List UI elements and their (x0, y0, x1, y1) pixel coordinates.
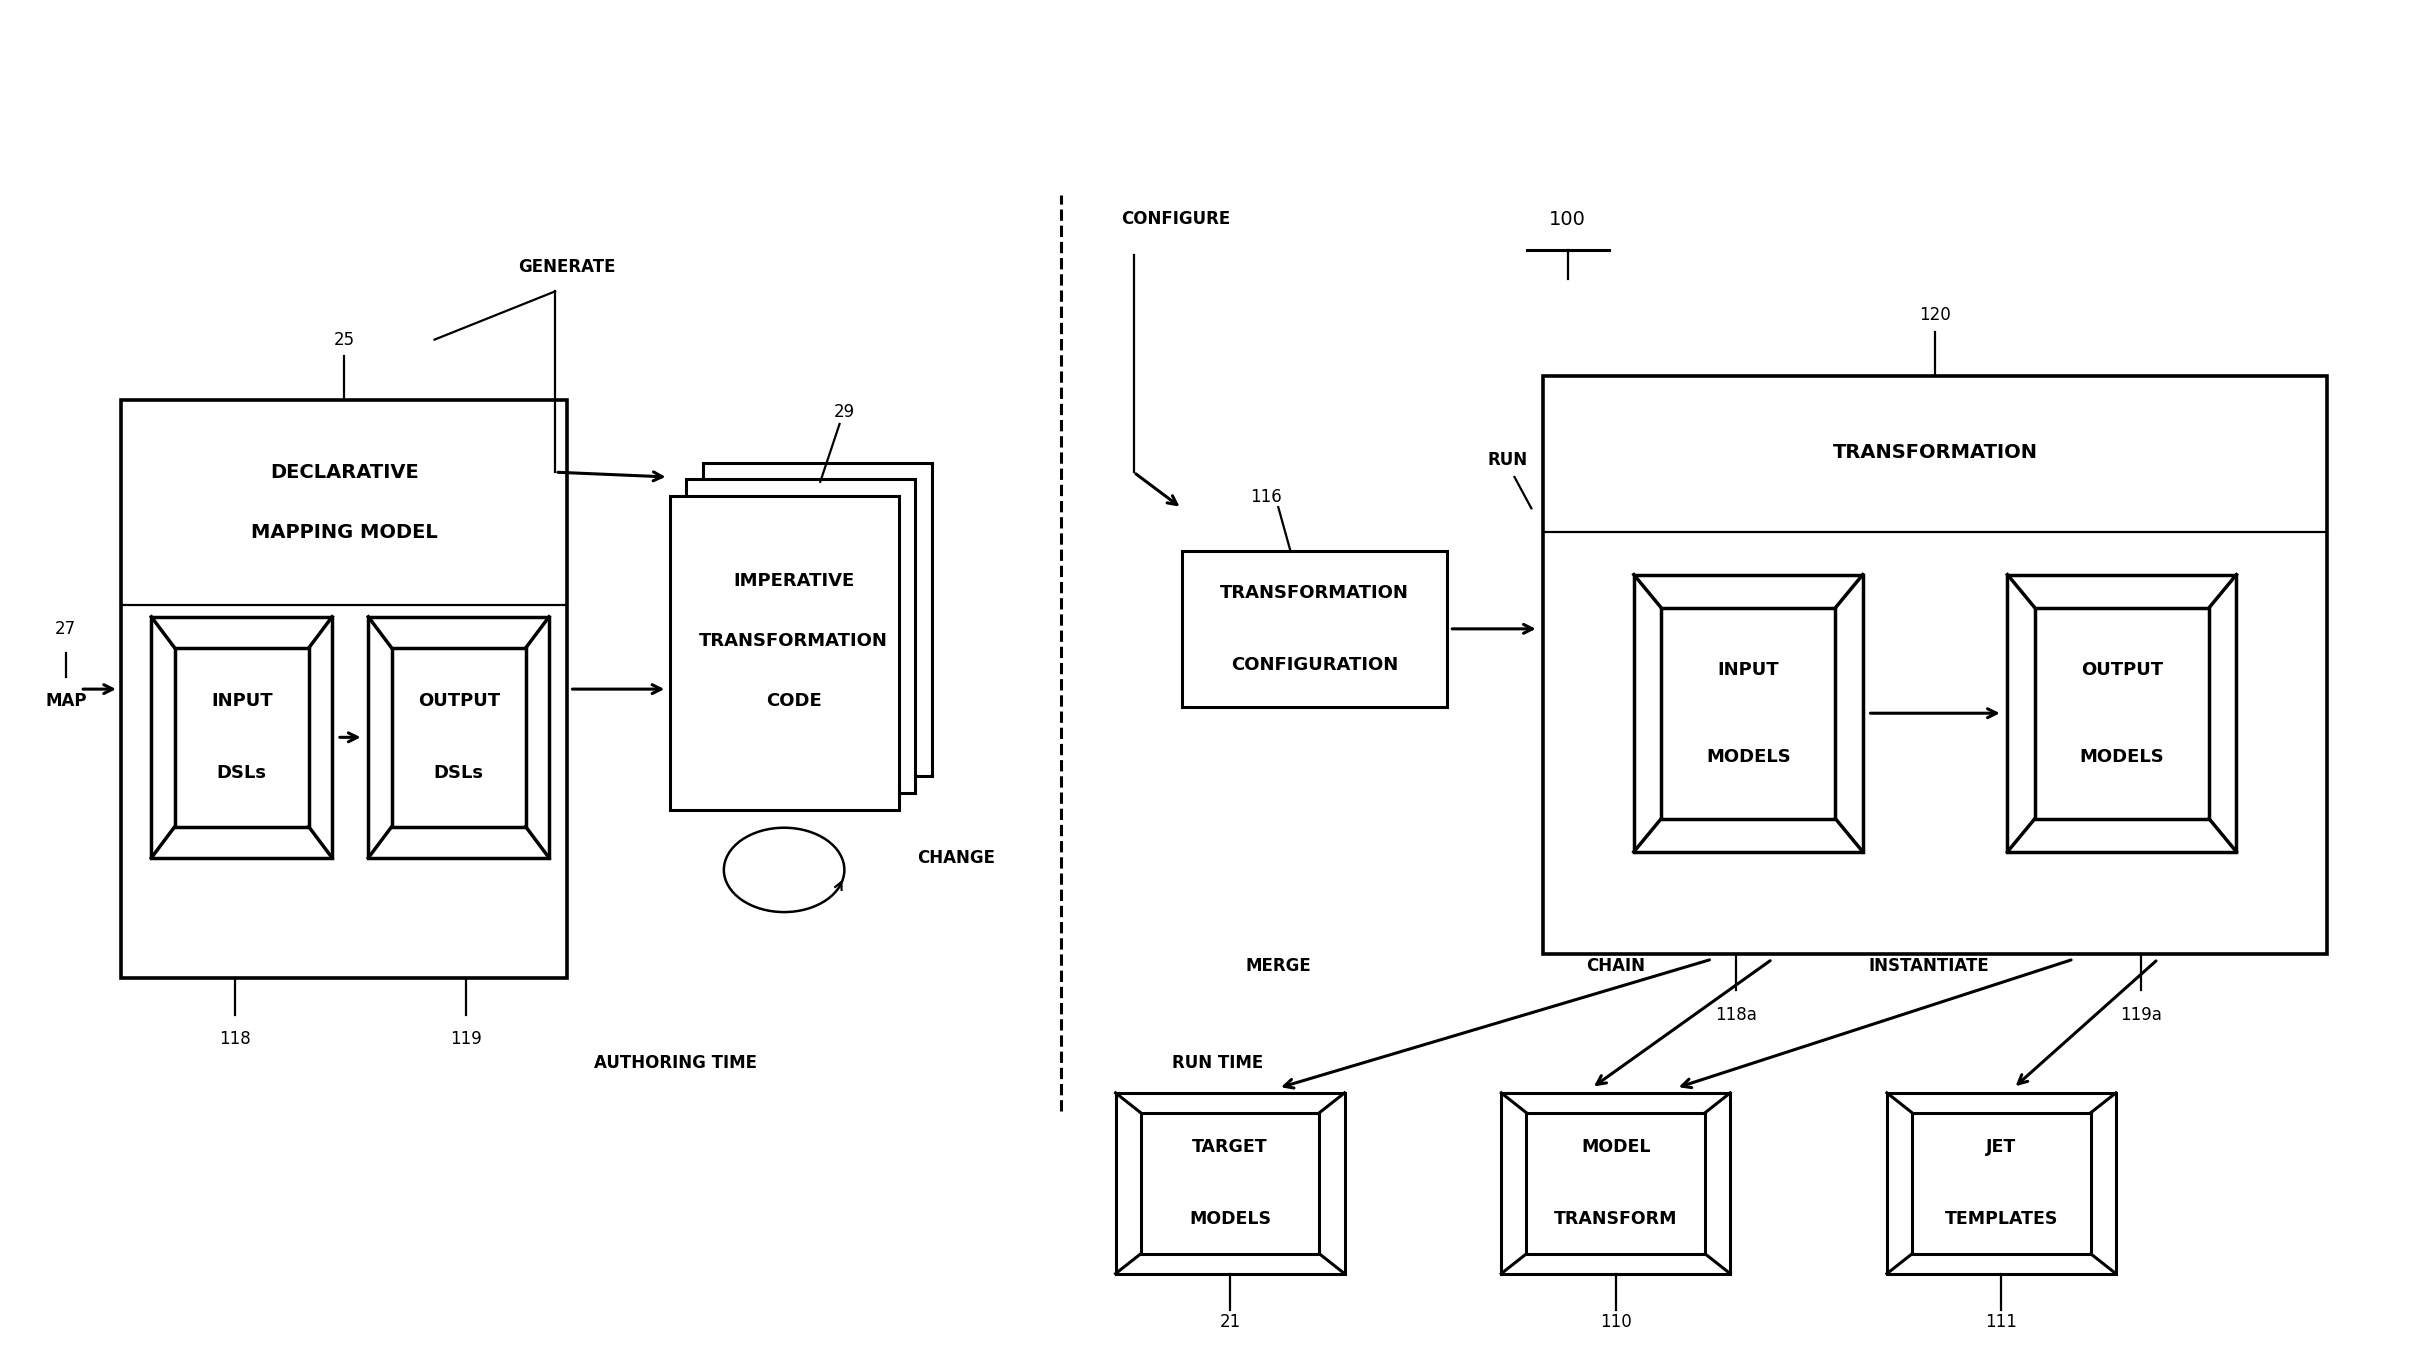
Bar (1140, 1113, 1320, 1253)
Bar (2007, 574, 2236, 851)
Bar (392, 648, 526, 827)
Text: TRANSFORMATION: TRANSFORMATION (1220, 584, 1408, 602)
Text: CONFIGURATION: CONFIGURATION (1230, 655, 1398, 675)
Text: TARGET: TARGET (1191, 1138, 1267, 1156)
Text: INPUT: INPUT (1717, 661, 1778, 679)
Text: INPUT: INPUT (212, 692, 273, 710)
Text: OUTPUT: OUTPUT (417, 692, 499, 710)
Text: DSLs: DSLs (434, 765, 485, 783)
Text: TRANSFORMATION: TRANSFORMATION (699, 632, 889, 650)
Text: RUN TIME: RUN TIME (1172, 1054, 1264, 1072)
Text: MODELS: MODELS (1189, 1211, 1272, 1228)
Text: GENERATE: GENERATE (519, 258, 616, 277)
Bar (687, 480, 916, 792)
Bar (1888, 1093, 2117, 1274)
Text: RUN: RUN (1488, 451, 1527, 469)
Text: 29: 29 (833, 403, 855, 421)
Text: IMPERATIVE: IMPERATIVE (733, 572, 855, 590)
Text: AUTHORING TIME: AUTHORING TIME (594, 1054, 758, 1072)
Text: 110: 110 (1600, 1313, 1632, 1331)
Bar (151, 617, 331, 858)
Text: 25: 25 (334, 330, 356, 348)
Bar (1501, 1093, 1730, 1274)
Bar (1116, 1093, 1345, 1274)
Text: 27: 27 (56, 620, 76, 638)
Text: MODELS: MODELS (1705, 747, 1790, 765)
Text: JET: JET (1985, 1138, 2017, 1156)
Text: DECLARATIVE: DECLARATIVE (270, 462, 419, 481)
Bar (1661, 607, 1834, 818)
Text: 100: 100 (1549, 210, 1586, 229)
Bar (704, 462, 933, 776)
Text: 120: 120 (1920, 307, 1951, 325)
Text: CHANGE: CHANGE (916, 849, 994, 866)
Bar (1912, 1113, 2090, 1253)
Text: TRANSFORM: TRANSFORM (1554, 1211, 1678, 1228)
Text: DSLs: DSLs (217, 765, 268, 783)
Bar (670, 496, 899, 810)
Text: CONFIGURE: CONFIGURE (1121, 210, 1230, 228)
Text: MODELS: MODELS (2080, 747, 2163, 765)
Text: 118a: 118a (1715, 1005, 1756, 1024)
Text: 111: 111 (1985, 1313, 2017, 1331)
Text: 116: 116 (1250, 488, 1281, 506)
Text: MAP: MAP (44, 692, 88, 710)
Text: OUTPUT: OUTPUT (2080, 661, 2163, 679)
Text: 119a: 119a (2119, 1005, 2163, 1024)
Bar (1181, 551, 1447, 707)
Bar (368, 617, 548, 858)
Bar (2034, 607, 2209, 818)
Text: CHAIN: CHAIN (1586, 957, 1644, 975)
Text: 119: 119 (451, 1030, 482, 1047)
Bar (1544, 376, 2326, 954)
Text: TEMPLATES: TEMPLATES (1944, 1211, 2058, 1228)
Text: INSTANTIATE: INSTANTIATE (1868, 957, 1990, 975)
Text: 21: 21 (1220, 1313, 1240, 1331)
Text: TRANSFORMATION: TRANSFORMATION (1832, 443, 2036, 462)
Bar (175, 648, 309, 827)
Text: MAPPING MODEL: MAPPING MODEL (251, 522, 438, 542)
Text: 118: 118 (219, 1030, 251, 1047)
Bar (1635, 574, 1864, 851)
Bar (1527, 1113, 1705, 1253)
Text: MODEL: MODEL (1581, 1138, 1652, 1156)
Bar (122, 400, 568, 979)
Text: MERGE: MERGE (1245, 957, 1311, 975)
Text: CODE: CODE (765, 692, 821, 710)
